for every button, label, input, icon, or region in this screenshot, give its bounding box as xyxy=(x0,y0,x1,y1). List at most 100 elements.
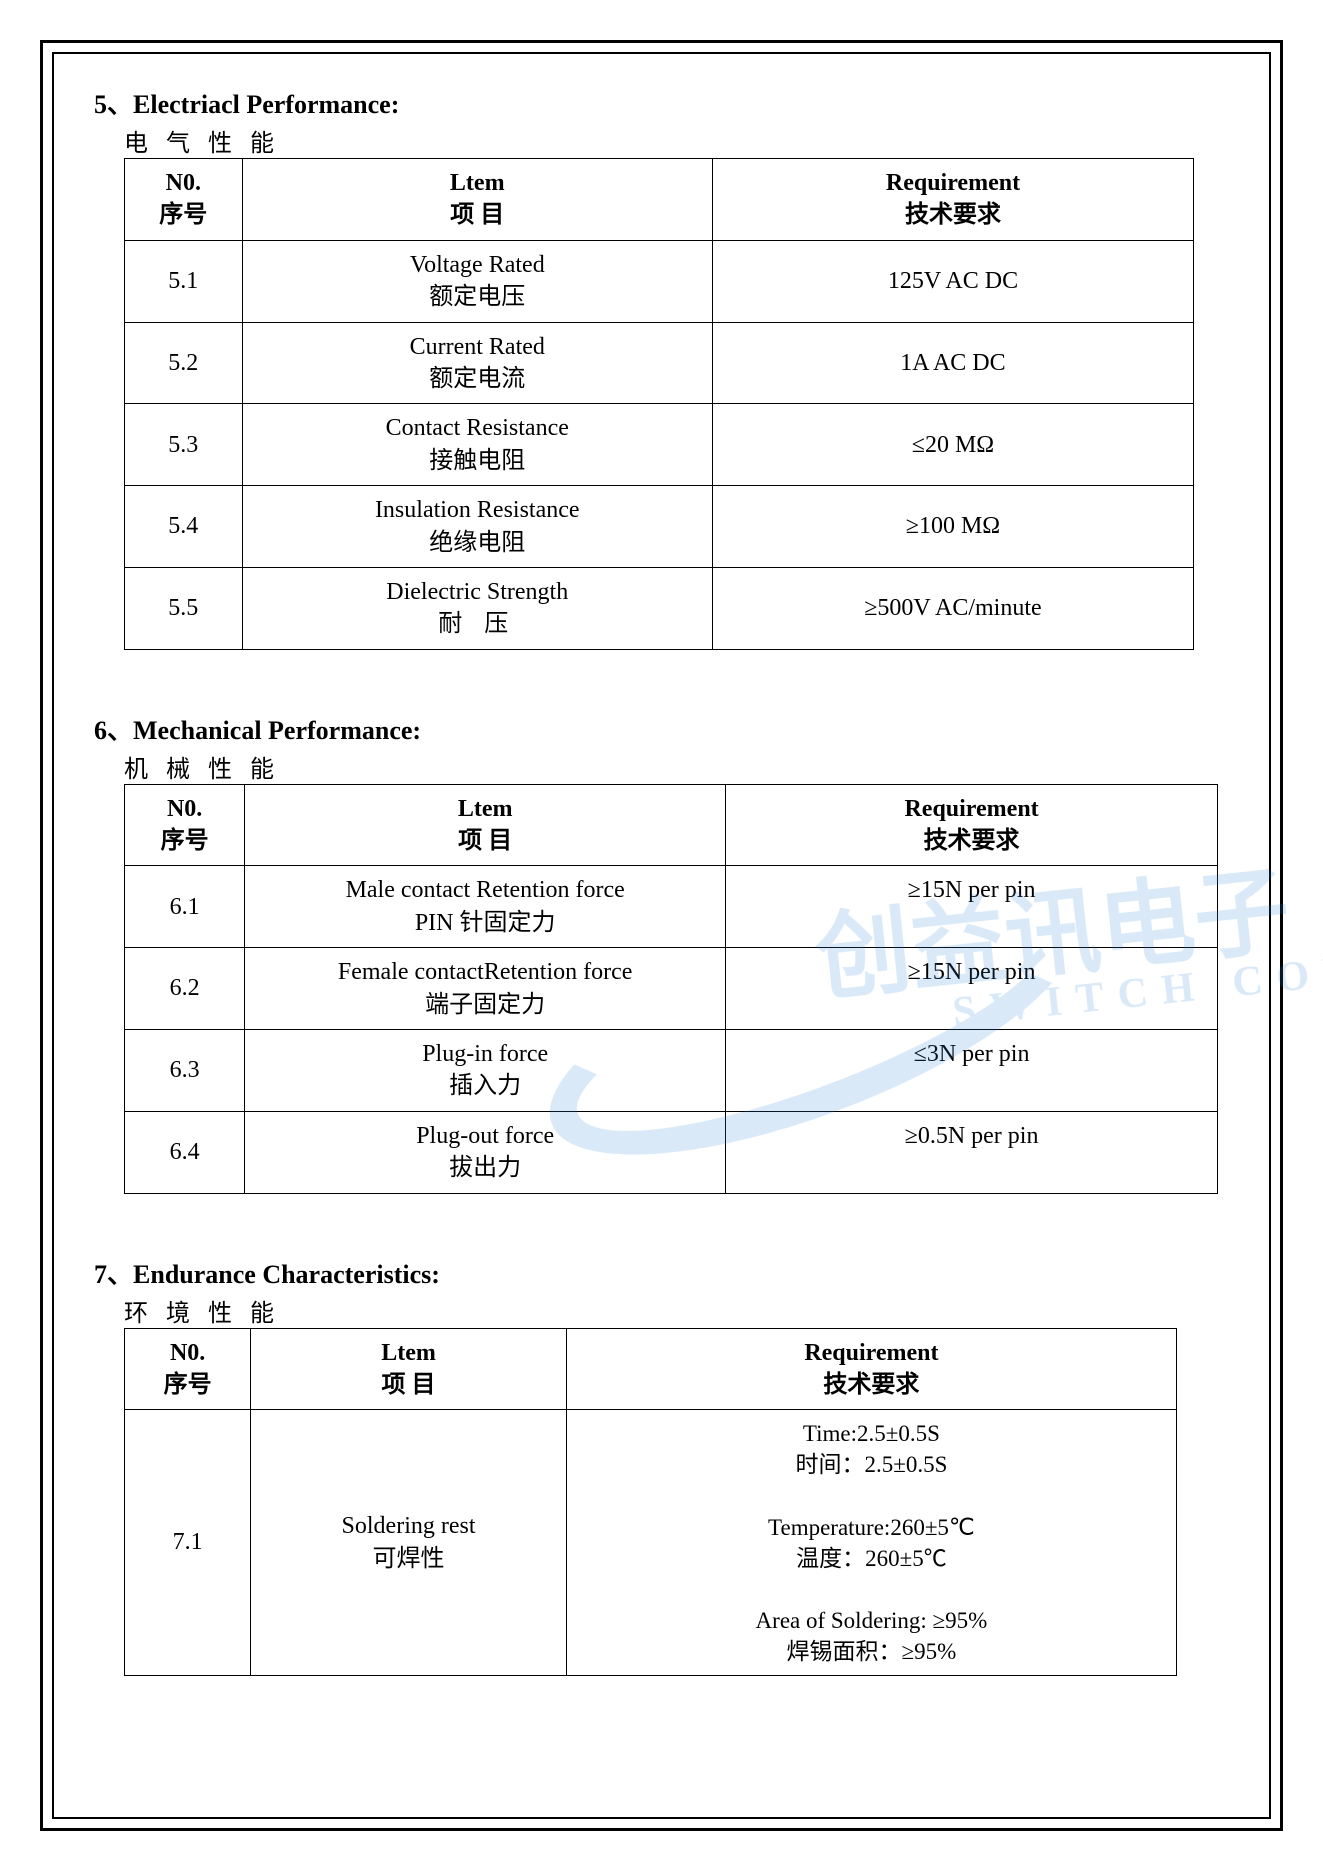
section5-title-cn: 电 气 性 能 xyxy=(124,123,1229,158)
cell-req: ≥0.5N per pin xyxy=(726,1111,1218,1193)
header-no-en: N0. xyxy=(131,793,238,825)
table-row: 5.4 Insulation Resistance绝缘电阻 ≥100 MΩ xyxy=(125,486,1194,568)
cell-no: 5.2 xyxy=(125,322,243,404)
cell-item: Female contactRetention force端子固定力 xyxy=(245,948,726,1030)
header-item-en: Ltem xyxy=(251,793,719,825)
cell-item-en: Current Rated xyxy=(249,331,706,363)
section6-title: 6、Mechanical Performance: xyxy=(94,710,1229,747)
table-header-row: N0. 序号 Ltem 项 目 Requirement 技术要求 xyxy=(125,784,1218,866)
header-item-cn: 项 目 xyxy=(249,199,706,231)
cell-req: ≤20 MΩ xyxy=(712,404,1193,486)
cell-item: Current Rated额定电流 xyxy=(242,322,712,404)
header-req: Requirement 技术要求 xyxy=(712,159,1193,241)
cell-item: Soldering rest可焊性 xyxy=(251,1410,567,1675)
cell-item-en: Female contactRetention force xyxy=(251,956,719,988)
cell-item: Insulation Resistance绝缘电阻 xyxy=(242,486,712,568)
cell-req: ≥15N per pin xyxy=(726,948,1218,1030)
cell-item-cn: PIN 针固定力 xyxy=(251,907,719,939)
header-no: N0. 序号 xyxy=(125,1328,251,1410)
cell-item-cn: 可焊性 xyxy=(257,1543,560,1575)
header-item-en: Ltem xyxy=(257,1337,560,1369)
header-req-cn: 技术要求 xyxy=(732,825,1211,857)
section7-title-cn: 环 境 性 能 xyxy=(124,1293,1229,1328)
table-mechanical: N0. 序号 Ltem 项 目 Requirement 技术要求 6.1 Mal… xyxy=(124,784,1218,1194)
cell-item-en: Dielectric Strength xyxy=(249,576,706,608)
cell-no: 5.4 xyxy=(125,486,243,568)
cell-no: 5.3 xyxy=(125,404,243,486)
table-row: 5.1 Voltage Rated额定电压 125V AC DC xyxy=(125,240,1194,322)
cell-item-cn: 额定电流 xyxy=(249,363,706,395)
header-no-cn: 序号 xyxy=(131,199,236,231)
cell-item-en: Plug-in force xyxy=(251,1038,719,1070)
header-req: Requirement 技术要求 xyxy=(726,784,1218,866)
section7-title: 7、Endurance Characteristics: xyxy=(94,1254,1229,1291)
table-row: 7.1 Soldering rest可焊性 Time:2.5±0.5S 时间：2… xyxy=(125,1410,1177,1675)
cell-item-cn: 绝缘电阻 xyxy=(249,527,706,559)
header-req-en: Requirement xyxy=(732,793,1211,825)
cell-req: ≥500V AC/minute xyxy=(712,567,1193,649)
section6-title-cn: 机 械 性 能 xyxy=(124,749,1229,784)
cell-item-cn: 端子固定力 xyxy=(251,989,719,1021)
cell-item-cn: 插入力 xyxy=(251,1070,719,1102)
cell-item-en: Contact Resistance xyxy=(249,412,706,444)
table-endurance: N0. 序号 Ltem 项 目 Requirement 技术要求 7.1 Sol… xyxy=(124,1328,1177,1676)
cell-item: Voltage Rated额定电压 xyxy=(242,240,712,322)
table-header-row: N0. 序号 Ltem 项 目 Requirement 技术要求 xyxy=(125,1328,1177,1410)
cell-item-cn: 拔出力 xyxy=(251,1152,719,1184)
table-electrical: N0. 序号 Ltem 项 目 Requirement 技术要求 5.1 Vol… xyxy=(124,158,1194,650)
header-item: Ltem 项 目 xyxy=(245,784,726,866)
section7-number: 7、 xyxy=(94,1260,133,1289)
cell-item: Dielectric Strength耐 压 xyxy=(242,567,712,649)
cell-item: Plug-in force插入力 xyxy=(245,1030,726,1112)
header-no-en: N0. xyxy=(131,1337,244,1369)
table-row: 6.3 Plug-in force插入力 ≤3N per pin xyxy=(125,1030,1218,1112)
page: 创益讯电子 SWITCH CONNECTOR 5、Electriacl Perf… xyxy=(0,0,1323,1871)
cell-req: ≤3N per pin xyxy=(726,1030,1218,1112)
section-electrical: 5、Electriacl Performance: 电 气 性 能 N0. 序号… xyxy=(94,84,1229,650)
header-no: N0. 序号 xyxy=(125,784,245,866)
table-row: 6.1 Male contact Retention forcePIN 针固定力… xyxy=(125,866,1218,948)
cell-no: 6.2 xyxy=(125,948,245,1030)
cell-req: 125V AC DC xyxy=(712,240,1193,322)
header-req-en: Requirement xyxy=(573,1337,1170,1369)
cell-no: 5.5 xyxy=(125,567,243,649)
table-row: 5.2 Current Rated额定电流 1A AC DC xyxy=(125,322,1194,404)
cell-item: Male contact Retention forcePIN 针固定力 xyxy=(245,866,726,948)
content-frame: 创益讯电子 SWITCH CONNECTOR 5、Electriacl Perf… xyxy=(52,52,1271,1819)
cell-item-en: Insulation Resistance xyxy=(249,494,706,526)
section6-number: 6、 xyxy=(94,716,133,745)
header-req-en: Requirement xyxy=(719,167,1187,199)
header-req: Requirement 技术要求 xyxy=(566,1328,1176,1410)
section-mechanical: 6、Mechanical Performance: 机 械 性 能 N0. 序号… xyxy=(94,710,1229,1194)
section-endurance: 7、Endurance Characteristics: 环 境 性 能 N0.… xyxy=(94,1254,1229,1676)
table-row: 5.3 Contact Resistance接触电阻 ≤20 MΩ xyxy=(125,404,1194,486)
cell-no: 6.4 xyxy=(125,1111,245,1193)
table-row: 6.2 Female contactRetention force端子固定力 ≥… xyxy=(125,948,1218,1030)
section5-number: 5、 xyxy=(94,90,133,119)
cell-req: 1A AC DC xyxy=(712,322,1193,404)
cell-item: Contact Resistance接触电阻 xyxy=(242,404,712,486)
section5-title: 5、Electriacl Performance: xyxy=(94,84,1229,121)
cell-req: Time:2.5±0.5S 时间：2.5±0.5S Temperature:26… xyxy=(566,1410,1176,1675)
cell-req: ≥100 MΩ xyxy=(712,486,1193,568)
cell-item-cn: 接触电阻 xyxy=(249,445,706,477)
header-req-cn: 技术要求 xyxy=(719,199,1187,231)
section5-title-en: Electriacl Performance: xyxy=(133,90,399,119)
cell-no: 7.1 xyxy=(125,1410,251,1675)
header-no: N0. 序号 xyxy=(125,159,243,241)
header-req-cn: 技术要求 xyxy=(573,1369,1170,1401)
cell-item-en: Plug-out force xyxy=(251,1120,719,1152)
header-item-cn: 项 目 xyxy=(257,1369,560,1401)
header-no-cn: 序号 xyxy=(131,1369,244,1401)
header-item: Ltem 项 目 xyxy=(251,1328,567,1410)
cell-req: ≥15N per pin xyxy=(726,866,1218,948)
section7-title-en: Endurance Characteristics: xyxy=(133,1260,440,1289)
section6-title-en: Mechanical Performance: xyxy=(133,716,421,745)
cell-no: 6.1 xyxy=(125,866,245,948)
header-item-cn: 项 目 xyxy=(251,825,719,857)
cell-item-en: Soldering rest xyxy=(257,1510,560,1542)
cell-no: 5.1 xyxy=(125,240,243,322)
table-row: 6.4 Plug-out force拔出力 ≥0.5N per pin xyxy=(125,1111,1218,1193)
cell-item: Plug-out force拔出力 xyxy=(245,1111,726,1193)
header-item-en: Ltem xyxy=(249,167,706,199)
